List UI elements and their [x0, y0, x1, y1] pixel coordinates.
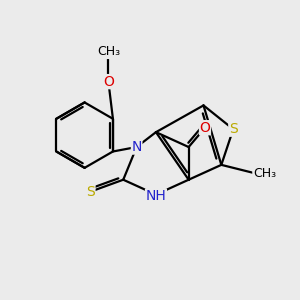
Text: CH₃: CH₃: [97, 45, 120, 58]
Text: S: S: [86, 184, 95, 199]
Text: O: O: [200, 121, 210, 135]
Text: CH₃: CH₃: [253, 167, 276, 180]
Text: S: S: [229, 122, 238, 136]
Text: O: O: [103, 75, 114, 88]
Text: N: N: [131, 140, 142, 154]
Text: NH: NH: [146, 189, 166, 203]
